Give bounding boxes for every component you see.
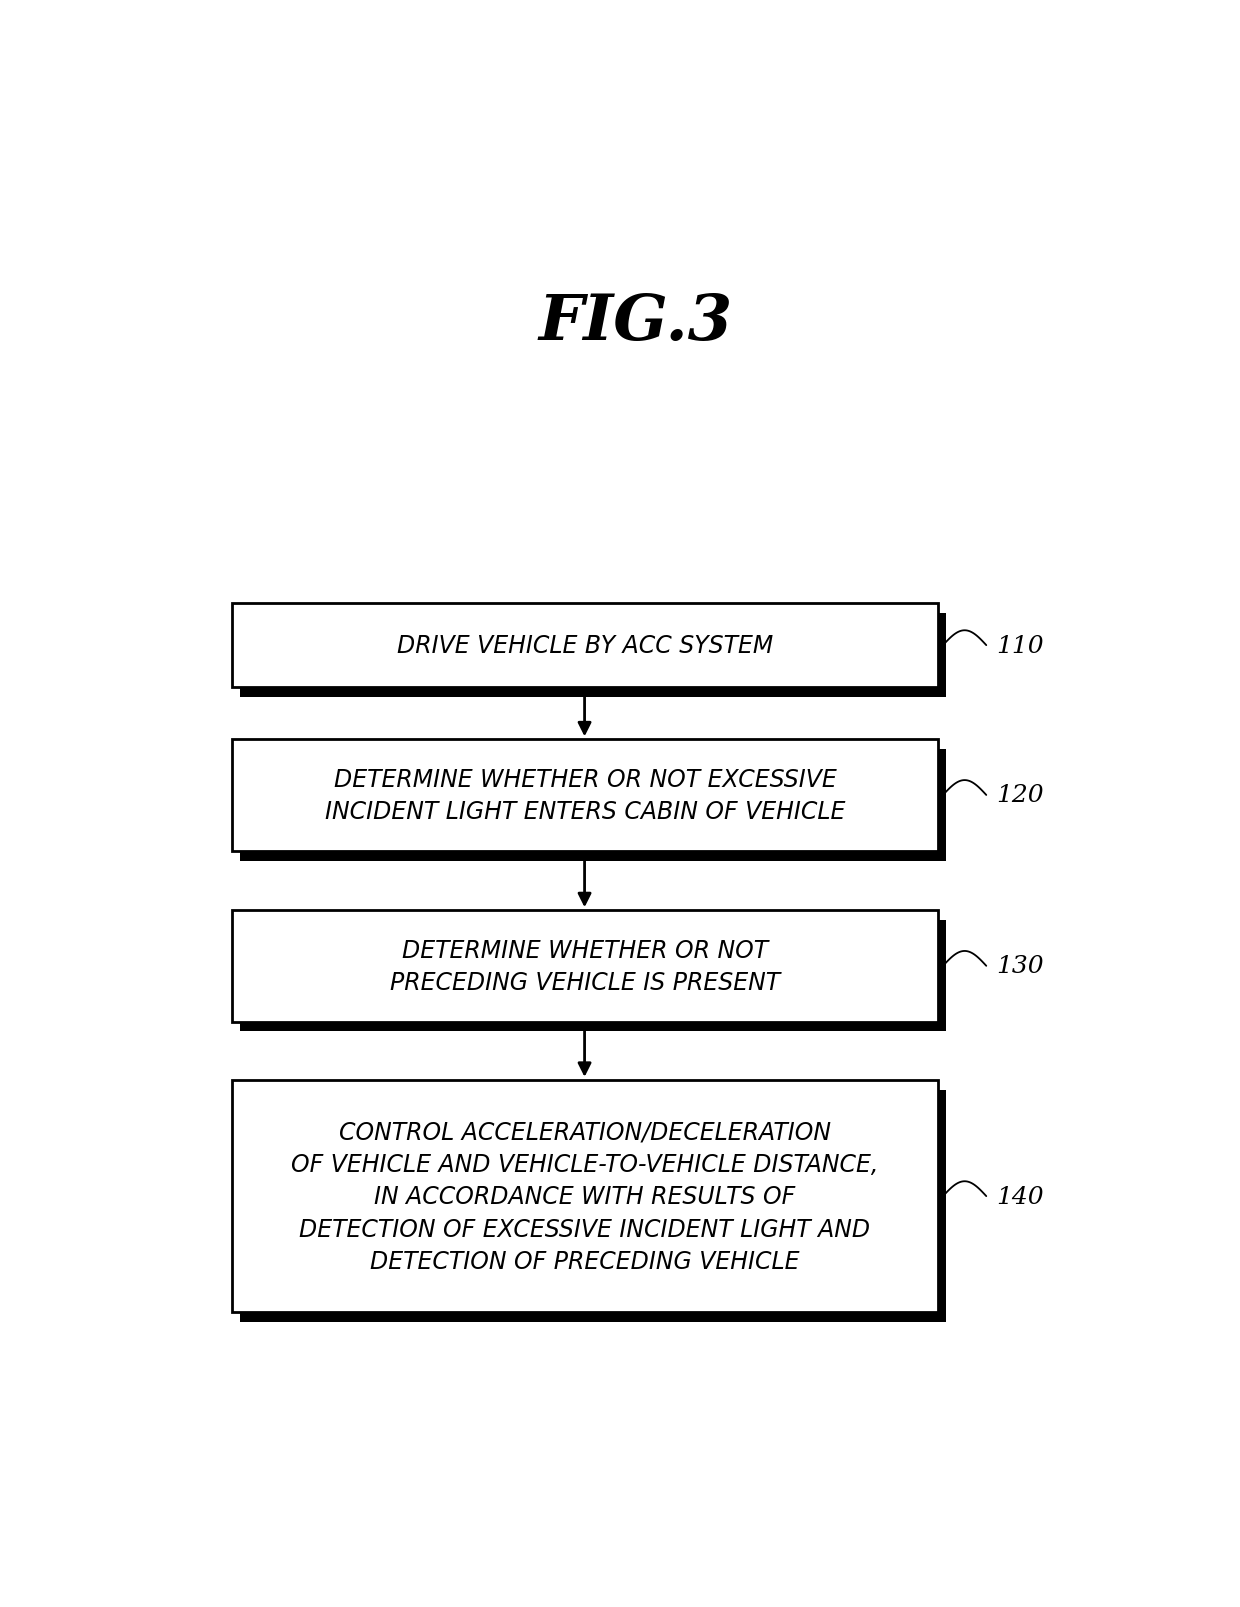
Text: DETERMINE WHETHER OR NOT EXCESSIVE
INCIDENT LIGHT ENTERS CABIN OF VEHICLE: DETERMINE WHETHER OR NOT EXCESSIVE INCID…: [325, 767, 846, 824]
Text: CONTROL ACCELERATION/DECELERATION
OF VEHICLE AND VEHICLE-TO-VEHICLE DISTANCE,
IN: CONTROL ACCELERATION/DECELERATION OF VEH…: [291, 1120, 879, 1273]
Text: DETERMINE WHETHER OR NOT
PRECEDING VEHICLE IS PRESENT: DETERMINE WHETHER OR NOT PRECEDING VEHIC…: [391, 938, 780, 995]
Text: 110: 110: [996, 635, 1044, 657]
Text: 140: 140: [996, 1184, 1044, 1208]
Bar: [239, 1090, 946, 1323]
Bar: [232, 739, 939, 852]
Bar: [232, 604, 939, 688]
Text: 120: 120: [996, 784, 1044, 807]
Bar: [232, 911, 939, 1022]
Text: 130: 130: [996, 955, 1044, 977]
Bar: [239, 921, 946, 1032]
Bar: [239, 749, 946, 861]
Bar: [232, 1080, 939, 1313]
Bar: [239, 614, 946, 697]
Text: DRIVE VEHICLE BY ACC SYSTEM: DRIVE VEHICLE BY ACC SYSTEM: [397, 633, 774, 657]
Text: FIG.3: FIG.3: [538, 292, 733, 354]
